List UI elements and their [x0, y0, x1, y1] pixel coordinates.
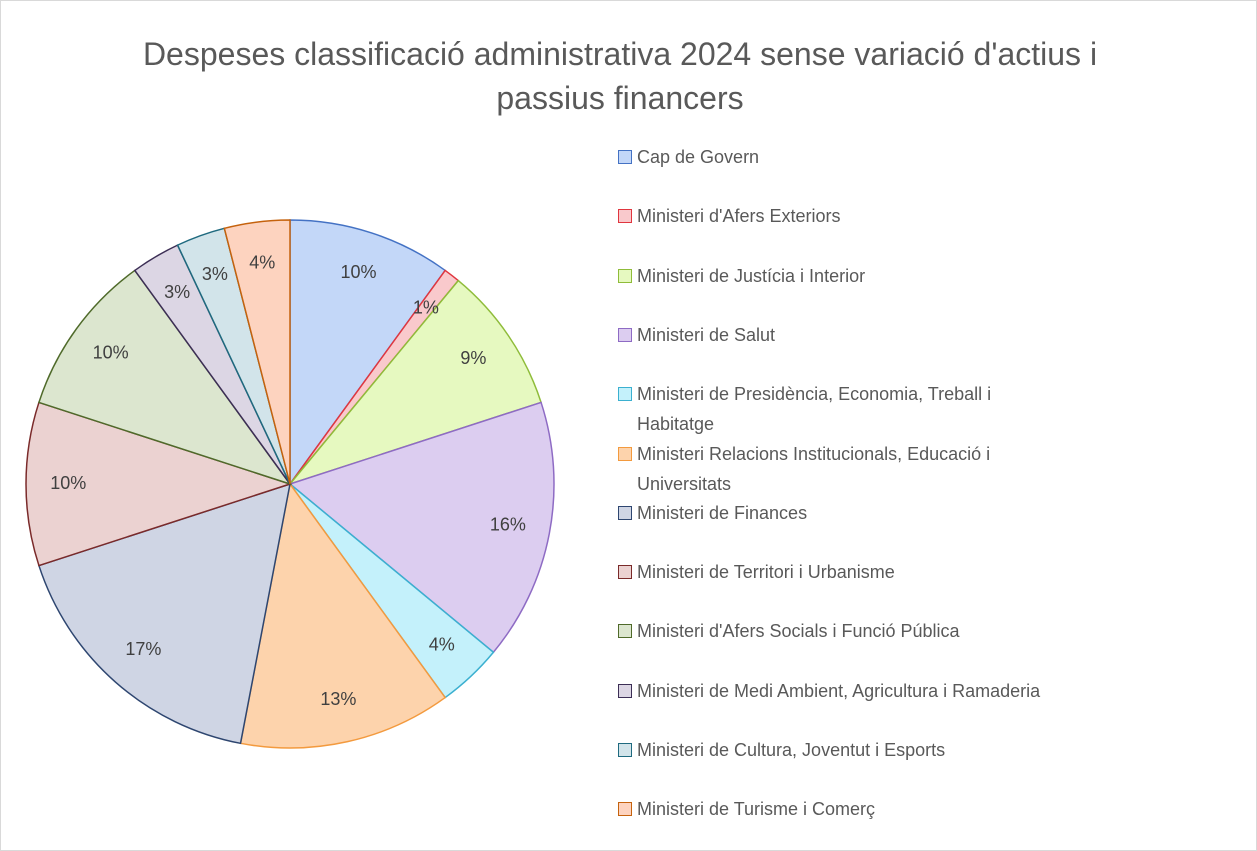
legend-swatch: [618, 446, 632, 461]
legend-swatch: [618, 209, 632, 224]
pie-slice: [25, 401, 293, 567]
legend-label: Ministeri d'Afers Exteriors: [637, 206, 841, 227]
data-label: 1%: [413, 298, 439, 318]
data-label: 10%: [93, 342, 129, 362]
legend-swatch: [618, 565, 632, 580]
legend-item: Ministeri de Finances: [618, 498, 1048, 528]
legend-label: Ministeri de Cultura, Joventut i Esports: [637, 740, 946, 760]
data-label: 17%: [125, 639, 161, 659]
data-label: 10%: [50, 473, 86, 493]
legend-item: Ministeri de Presidència, Economia, Treb…: [618, 379, 1048, 439]
pie-slice: [37, 482, 291, 745]
legend-label: Ministeri de Turisme i Comerç: [637, 799, 876, 820]
pie-slice: [288, 401, 555, 654]
legend-item: Ministeri de Turisme i Comerç: [618, 794, 1048, 824]
legend-swatch: [618, 150, 632, 164]
legend-item: Ministeri d'Afers Socials i Funció Públi…: [618, 616, 1048, 646]
legend-item: Ministeri de Territori i Urbanisme: [618, 557, 1048, 587]
legend-label: Ministeri de Medi Ambient, Agricultura i…: [637, 680, 1041, 701]
legend-item: Ministeri d'Afers Exteriors: [618, 201, 1048, 231]
legend-item: Ministeri de Salut: [618, 320, 1048, 350]
legend-label: Ministeri Relacions Institucionals, Educ…: [637, 443, 991, 494]
legend-swatch: [618, 387, 632, 402]
pie-slice: [289, 219, 447, 487]
legend-item: Ministeri Relacions Institucionals, Educ…: [618, 439, 1048, 499]
legend-swatch: [618, 802, 632, 817]
legend-label: Ministeri de Justícia i Interior: [637, 265, 866, 286]
legend-label: Cap de Govern: [637, 147, 760, 167]
legend-item: Ministeri de Justícia i Interior: [618, 261, 1048, 291]
legend-label: Ministeri de Presidència, Economia, Treb…: [637, 384, 992, 435]
pie-slice: [287, 279, 543, 486]
legend-swatch: [618, 327, 632, 342]
pie-slice: [37, 269, 292, 486]
pie-slice: [239, 482, 447, 749]
legend-item: Ministeri de Medi Ambient, Agricultura i…: [618, 676, 1048, 706]
legend-swatch: [618, 683, 632, 698]
pie-slice: [223, 219, 291, 485]
data-label: 3%: [164, 282, 190, 302]
chart-title: Despeses classificació administrativa 20…: [142, 36, 1098, 116]
data-label: 9%: [460, 348, 486, 368]
data-label: 10%: [341, 262, 377, 282]
legend-swatch: [618, 268, 632, 283]
data-label: 16%: [490, 514, 526, 534]
legend-item: Cap de Govern: [618, 142, 1048, 172]
legend-label: Ministeri de Salut: [637, 324, 776, 345]
legend-label: Ministeri de Territori i Urbanisme: [637, 562, 895, 583]
data-label: 13%: [320, 689, 356, 709]
legend-swatch: [618, 505, 632, 520]
legend-label: Ministeri de Finances: [637, 502, 808, 523]
legend-label: Ministeri d'Afers Socials i Funció Públi…: [637, 621, 960, 642]
data-label: 4%: [429, 634, 455, 654]
legend-swatch: [618, 624, 632, 639]
data-label: 3%: [202, 264, 228, 284]
legend-item: Ministeri de Cultura, Joventut i Esports: [618, 735, 1048, 765]
legend-swatch: [618, 743, 632, 757]
data-label: 4%: [249, 253, 275, 273]
